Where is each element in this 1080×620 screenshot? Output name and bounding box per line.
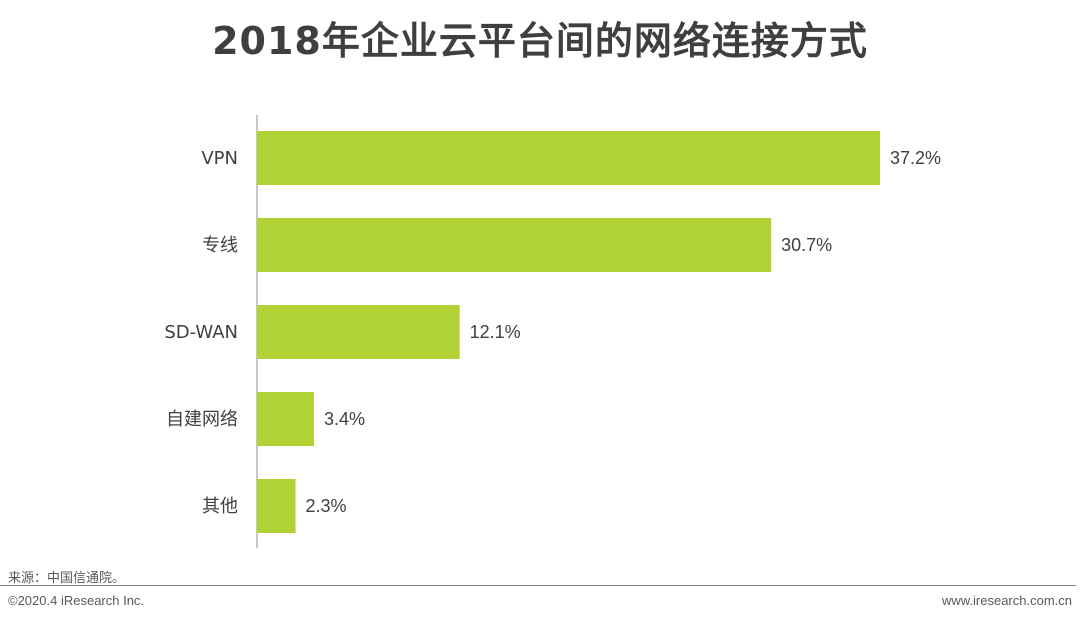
bar — [257, 479, 296, 533]
category-label: SD-WAN — [164, 322, 238, 343]
bar — [257, 392, 314, 446]
value-label: 2.3% — [306, 496, 347, 516]
bar — [257, 305, 460, 359]
value-label: 12.1% — [470, 322, 521, 342]
chart-title: 2018年企业云平台间的网络连接方式 — [212, 19, 868, 63]
bar — [257, 218, 772, 272]
category-label: 其他 — [202, 496, 238, 517]
copyright-text: ©2020.4 iResearch Inc. — [8, 593, 145, 608]
value-label: 30.7% — [781, 235, 832, 255]
footer-divider — [0, 585, 1076, 586]
value-label: 3.4% — [324, 409, 365, 429]
category-label: 自建网络 — [166, 409, 238, 430]
category-label: VPN — [201, 148, 238, 169]
value-label: 37.2% — [890, 148, 941, 168]
bar-chart: VPN 37.2% 专线 30.7% SD-WAN 12.1% 自建网络 3.4% 其他 2.3% — [164, 115, 941, 548]
category-label: 专线 — [202, 235, 238, 256]
website-link[interactable]: www.iresearch.com.cn — [941, 593, 1072, 608]
bar — [257, 131, 880, 185]
source-note: 来源：中国信通院。 — [8, 571, 126, 586]
